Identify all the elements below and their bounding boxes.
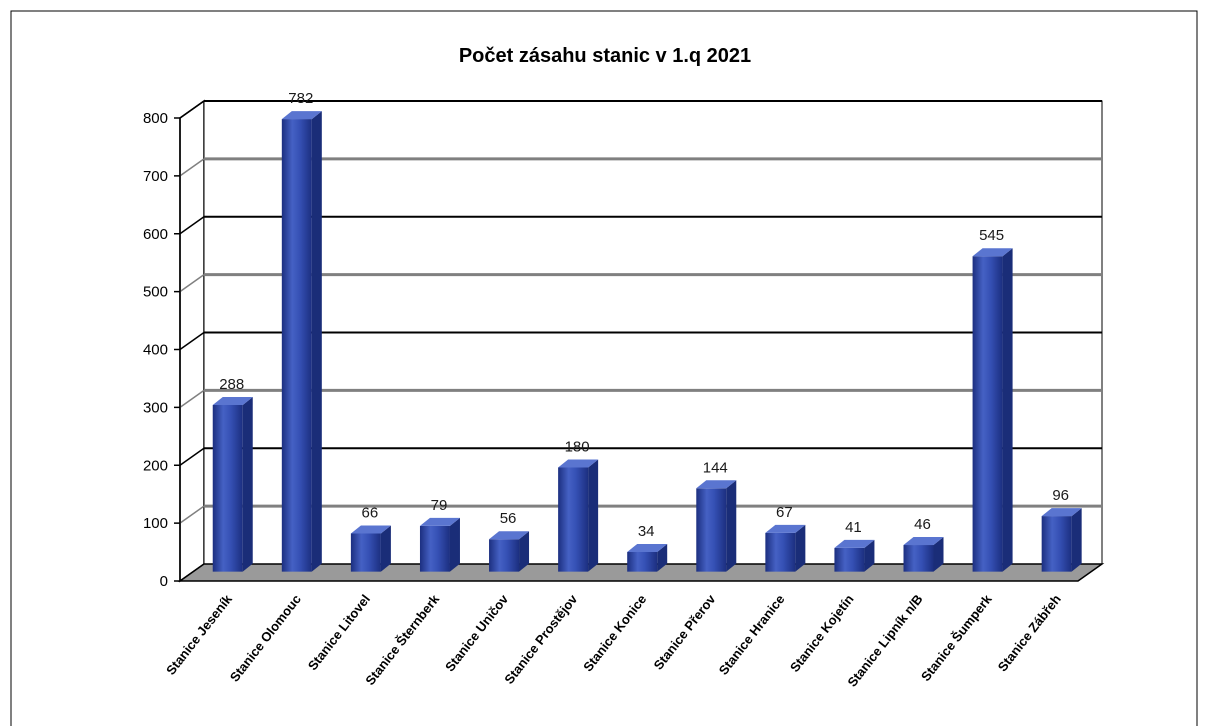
gridline-side [179,216,205,235]
y-tick-label: 500 [143,284,168,301]
y-tick-label: 800 [143,110,168,127]
data-label: 180 [565,438,590,455]
bar-top [903,537,944,546]
bar-front [903,545,934,572]
y-tick-label: 600 [143,226,168,243]
bar-top [558,459,599,468]
bar-front [834,547,865,572]
bar-front [212,404,243,572]
data-label: 545 [979,227,1004,244]
bar [419,517,460,572]
bar-top [1041,508,1082,517]
bar-front [972,256,1003,572]
chart-floor [177,563,1105,582]
data-label: 66 [362,504,379,521]
bar-side [588,459,599,572]
gridline-side [179,331,205,351]
gridline-side [179,100,205,119]
bar-top [696,480,737,489]
bar-side [864,539,875,572]
bar-top [627,543,668,552]
bar-front [489,539,520,572]
bar-side [449,517,460,572]
bar-front [696,488,727,572]
bar-side [933,537,944,572]
bar-side [519,531,530,572]
bar [627,543,668,572]
bar-side [1002,248,1013,572]
y-tick-label: 0 [160,573,168,590]
data-label: 79 [431,497,448,514]
data-label: 56 [500,510,517,527]
bar [765,524,806,572]
y-tick-label: 300 [143,399,168,416]
bar-top [419,517,460,526]
bar-front [558,467,589,572]
data-label: 96 [1052,487,1069,504]
bar-front [765,532,796,572]
bar-front [281,119,312,572]
data-label: 46 [914,516,931,533]
gridline-side [179,447,205,466]
bar-top [350,525,391,534]
bar-top [281,111,322,120]
bar [558,459,599,572]
bar-front [350,533,381,572]
bar-top [834,539,875,548]
data-label: 782 [288,90,313,107]
gridline-side [179,505,205,524]
data-label: 144 [703,459,728,476]
bar [696,480,737,572]
bar [489,531,530,572]
bar [212,396,253,572]
bar [281,111,322,572]
gridline-side [179,274,205,293]
y-tick-label: 700 [143,168,168,185]
bar [903,537,944,572]
bar-side [1071,508,1082,572]
data-label: 288 [219,376,244,393]
bar-side [726,480,737,572]
bar [350,525,391,572]
bar-side [311,111,322,572]
bar-top [972,248,1013,257]
bar-top [765,524,806,533]
gridline-side [179,389,205,408]
y-tick-label: 100 [143,515,168,532]
bar-side [657,543,668,572]
bar-front [627,551,658,572]
chart-title: Počet zásahu stanic v 1.q 2021 [459,45,751,67]
bar-front [419,525,450,572]
gridline-side [179,158,205,177]
data-label: 34 [638,523,655,540]
data-label: 41 [845,519,862,536]
bar-top [489,531,530,540]
data-label: 67 [776,504,793,521]
bar [1041,508,1082,572]
bar [834,539,875,572]
bar [972,248,1013,572]
bar-top [212,396,253,405]
bar-front [1041,516,1072,572]
y-tick-label: 400 [143,342,168,359]
y-tick-label: 200 [143,457,168,474]
bar-side [380,525,391,572]
bar-side [242,396,253,572]
bar-side [795,524,806,572]
